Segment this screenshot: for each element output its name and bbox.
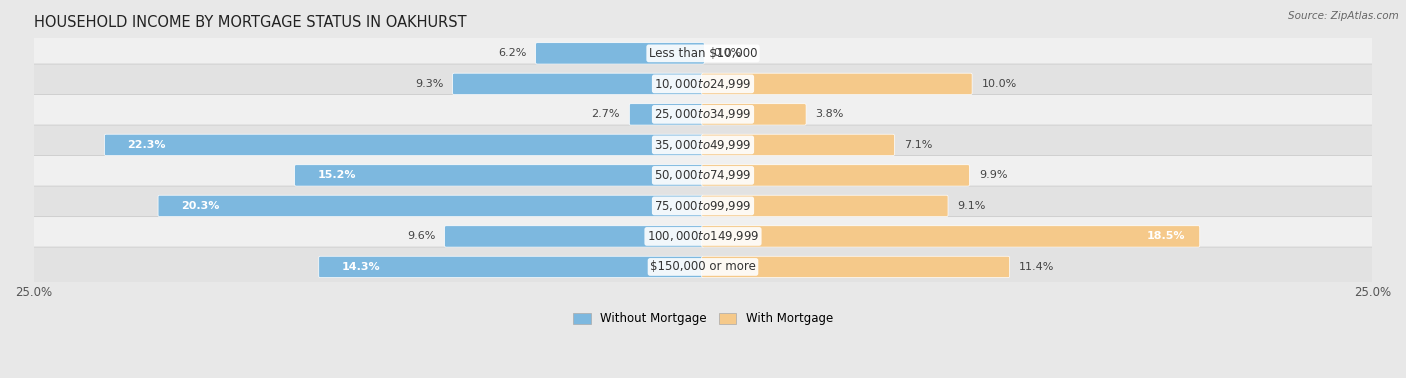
Text: $35,000 to $49,999: $35,000 to $49,999: [654, 138, 752, 152]
FancyBboxPatch shape: [702, 104, 806, 125]
FancyBboxPatch shape: [702, 134, 894, 156]
Text: 9.6%: 9.6%: [406, 231, 436, 242]
Text: $50,000 to $74,999: $50,000 to $74,999: [654, 169, 752, 183]
Text: 9.3%: 9.3%: [415, 79, 443, 89]
Text: Less than $10,000: Less than $10,000: [648, 47, 758, 60]
Text: $10,000 to $24,999: $10,000 to $24,999: [654, 77, 752, 91]
Text: 9.1%: 9.1%: [957, 201, 986, 211]
FancyBboxPatch shape: [630, 104, 704, 125]
FancyBboxPatch shape: [702, 73, 972, 94]
FancyBboxPatch shape: [27, 64, 1379, 104]
FancyBboxPatch shape: [27, 247, 1379, 287]
FancyBboxPatch shape: [27, 217, 1379, 256]
Text: HOUSEHOLD INCOME BY MORTGAGE STATUS IN OAKHURST: HOUSEHOLD INCOME BY MORTGAGE STATUS IN O…: [34, 15, 467, 30]
FancyBboxPatch shape: [27, 186, 1379, 226]
Text: 2.7%: 2.7%: [592, 109, 620, 119]
FancyBboxPatch shape: [319, 256, 704, 277]
Text: 22.3%: 22.3%: [128, 140, 166, 150]
Text: 18.5%: 18.5%: [1146, 231, 1185, 242]
Text: $150,000 or more: $150,000 or more: [650, 260, 756, 273]
FancyBboxPatch shape: [295, 165, 704, 186]
FancyBboxPatch shape: [702, 226, 1199, 247]
Text: $75,000 to $99,999: $75,000 to $99,999: [654, 199, 752, 213]
Text: $100,000 to $149,999: $100,000 to $149,999: [647, 229, 759, 243]
FancyBboxPatch shape: [157, 195, 704, 217]
FancyBboxPatch shape: [702, 256, 1010, 277]
Text: 10.0%: 10.0%: [981, 79, 1017, 89]
Text: 3.8%: 3.8%: [815, 109, 844, 119]
Text: 14.3%: 14.3%: [342, 262, 380, 272]
FancyBboxPatch shape: [27, 34, 1379, 73]
Text: 9.9%: 9.9%: [979, 170, 1007, 180]
Legend: Without Mortgage, With Mortgage: Without Mortgage, With Mortgage: [568, 308, 838, 330]
Text: 15.2%: 15.2%: [318, 170, 356, 180]
Text: Source: ZipAtlas.com: Source: ZipAtlas.com: [1288, 11, 1399, 21]
FancyBboxPatch shape: [702, 195, 948, 217]
Text: 6.2%: 6.2%: [498, 48, 526, 58]
FancyBboxPatch shape: [453, 73, 704, 94]
FancyBboxPatch shape: [27, 94, 1379, 134]
Text: 11.4%: 11.4%: [1019, 262, 1054, 272]
FancyBboxPatch shape: [702, 165, 969, 186]
FancyBboxPatch shape: [27, 156, 1379, 195]
FancyBboxPatch shape: [444, 226, 704, 247]
FancyBboxPatch shape: [104, 134, 704, 156]
FancyBboxPatch shape: [27, 125, 1379, 165]
Text: 0.0%: 0.0%: [714, 48, 742, 58]
Text: 7.1%: 7.1%: [904, 140, 932, 150]
Text: 20.3%: 20.3%: [181, 201, 219, 211]
FancyBboxPatch shape: [536, 43, 704, 64]
Text: $25,000 to $34,999: $25,000 to $34,999: [654, 107, 752, 121]
